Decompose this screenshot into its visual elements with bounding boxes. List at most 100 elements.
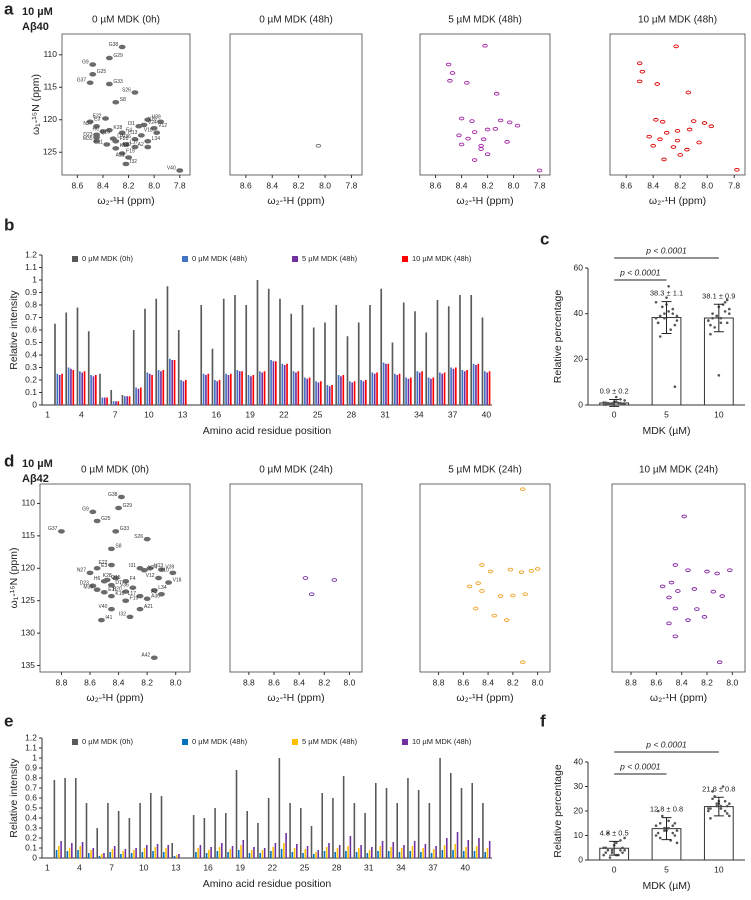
peak <box>650 143 656 148</box>
x-tick-label: 8.4 <box>676 677 688 687</box>
peak <box>478 143 484 148</box>
data-point <box>709 807 712 810</box>
bar <box>139 387 142 405</box>
x-tick-label: 8.8 <box>433 677 445 687</box>
peak <box>684 147 690 152</box>
data-point <box>606 831 610 835</box>
x-tick-label: 7.8 <box>728 180 740 190</box>
bar <box>484 371 486 405</box>
peak <box>302 576 309 580</box>
bar <box>222 298 225 405</box>
bar <box>321 793 324 858</box>
bar <box>296 844 298 858</box>
bar <box>353 381 356 405</box>
y-tick-label: 1.2 <box>25 732 37 742</box>
data-point <box>728 802 731 805</box>
peak <box>115 505 123 511</box>
data-point <box>619 839 622 842</box>
peak <box>445 62 452 67</box>
x-tick-label: 19 <box>245 409 255 419</box>
x-tick-label: 34 <box>414 409 424 419</box>
bar <box>482 803 484 858</box>
bar <box>357 322 360 405</box>
bar <box>171 360 174 405</box>
bar <box>369 305 371 405</box>
chart-title: 0 µM MDK (48h) <box>259 15 333 26</box>
bar <box>234 295 236 405</box>
data-point <box>663 312 666 315</box>
x-tick-label: 8.0 <box>532 677 544 687</box>
data-point <box>663 829 666 832</box>
peak <box>681 514 687 519</box>
bar <box>67 367 70 405</box>
bar <box>286 363 288 405</box>
peak-label: V18 <box>173 577 182 583</box>
x-tick-label: 40 <box>482 409 492 419</box>
data-point <box>604 846 608 850</box>
peak <box>734 167 740 172</box>
y-tick-label: 1.1 <box>25 262 37 272</box>
bar <box>488 841 491 858</box>
x-axis-label: ω₂-¹H (ppm) <box>97 195 154 207</box>
legend-label: 0 µM MDK (0h) <box>82 737 133 746</box>
bar <box>325 847 328 858</box>
bar <box>470 295 473 405</box>
peak <box>150 125 158 131</box>
bar <box>256 280 259 405</box>
bar <box>248 853 251 858</box>
bar <box>111 849 114 858</box>
bar <box>477 363 480 405</box>
bar <box>435 846 437 858</box>
peak <box>484 152 491 157</box>
x-axis-label: MDK (µM) <box>642 425 690 437</box>
bar <box>283 365 286 405</box>
data-point <box>717 374 721 377</box>
x-tick-label: 13 <box>171 862 181 872</box>
bar <box>263 848 266 858</box>
bar <box>304 377 306 405</box>
peak <box>528 569 535 573</box>
x-tick-label: 1 <box>45 862 50 872</box>
plot-frame <box>229 33 363 176</box>
peak-label: V36 <box>122 134 131 140</box>
bar <box>353 803 356 858</box>
legend-label: 0 µM MDK (48h) <box>192 737 248 746</box>
data-point <box>671 307 675 311</box>
bar <box>157 370 160 405</box>
bar <box>112 401 115 405</box>
y-tick-label: 1.2 <box>25 249 37 259</box>
y-tick-label: 125 <box>21 595 35 605</box>
data-point <box>619 397 622 401</box>
y-tick-label: 0.6 <box>25 792 37 802</box>
legend-swatch <box>402 256 408 262</box>
bar <box>427 377 430 405</box>
peak <box>107 582 115 588</box>
peak <box>131 137 139 142</box>
panel-label: a <box>4 0 14 18</box>
bar <box>484 852 486 858</box>
peak-label: F20 <box>120 136 129 142</box>
y-tick-label: 10 <box>574 830 584 840</box>
y-tick-label: 115 <box>21 530 35 540</box>
x-axis-label: MDK (µM) <box>642 880 690 892</box>
data-point <box>723 799 727 803</box>
data-point <box>654 316 658 320</box>
bar <box>175 855 178 858</box>
x-tick-label: 5 <box>664 409 669 419</box>
bar <box>481 317 484 405</box>
data-point <box>728 307 731 311</box>
x-tick-label: 8.2 <box>674 180 686 190</box>
bar <box>338 845 341 858</box>
peak-label: A42 <box>141 653 150 659</box>
panel-label: b <box>4 215 14 234</box>
bar <box>459 295 461 405</box>
peak-label: A21 <box>144 604 153 610</box>
peak-label: D23 <box>83 132 92 138</box>
y-tick-label: 40 <box>574 756 584 766</box>
plot-frame <box>609 33 746 176</box>
peak <box>677 153 683 157</box>
data-point <box>610 851 614 854</box>
bar <box>94 375 97 405</box>
data-point <box>711 316 714 320</box>
x-axis-label: ω₂-¹H (ppm) <box>456 692 513 704</box>
